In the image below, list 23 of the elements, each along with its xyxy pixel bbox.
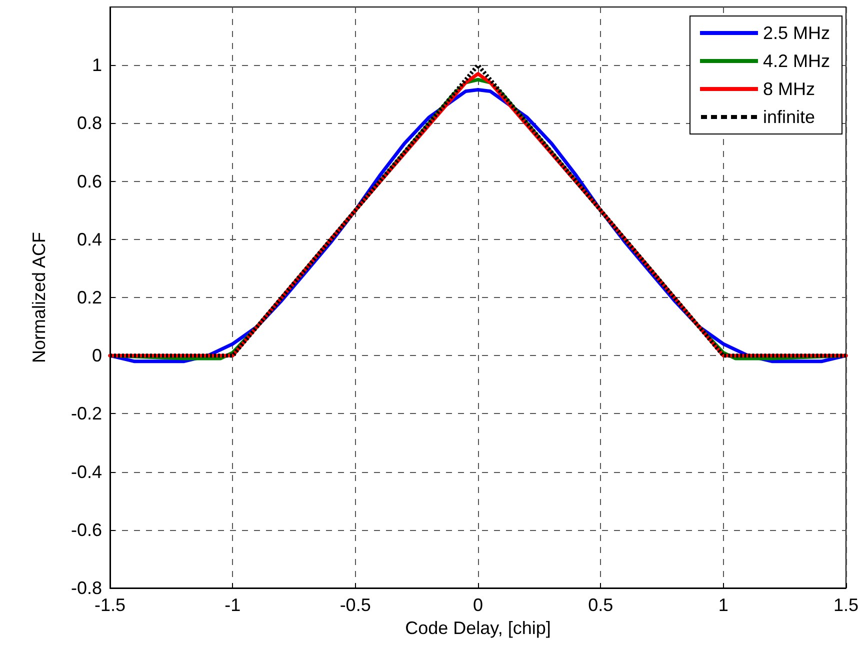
x-tick-label: -1 bbox=[224, 595, 241, 615]
y-tick-label: -0.6 bbox=[70, 520, 102, 540]
x-tick-label: 0 bbox=[472, 595, 484, 615]
x-tick-label: 0.5 bbox=[588, 595, 614, 615]
x-tick-label: 1.5 bbox=[833, 595, 859, 615]
y-tick-label: 1 bbox=[92, 55, 102, 76]
y-tick-label: 0.8 bbox=[76, 113, 102, 134]
y-tick-label: 0.6 bbox=[76, 171, 102, 192]
y-tick-label: 0.4 bbox=[76, 229, 102, 250]
x-axis-title: Code Delay, [chip] bbox=[405, 618, 551, 638]
y-tick-label: 0.2 bbox=[76, 288, 102, 308]
x-tick-label: 1 bbox=[718, 595, 728, 615]
y-tick-label: 0 bbox=[92, 346, 102, 366]
y-axis-title: Normalized ACF bbox=[29, 232, 49, 364]
x-tick-label: -0.5 bbox=[340, 595, 371, 615]
y-tick-label: -0.2 bbox=[70, 404, 102, 424]
legend-label: infinite bbox=[762, 107, 816, 127]
y-tick-label: -0.8 bbox=[70, 578, 102, 598]
legend-label: 2.5 MHz bbox=[762, 23, 830, 43]
legend-label: 8 MHz bbox=[762, 79, 815, 99]
legend-label: 4.2 MHz bbox=[762, 51, 830, 71]
y-tick-label: -0.4 bbox=[70, 462, 102, 482]
x-tick-label: -1.5 bbox=[94, 595, 126, 615]
